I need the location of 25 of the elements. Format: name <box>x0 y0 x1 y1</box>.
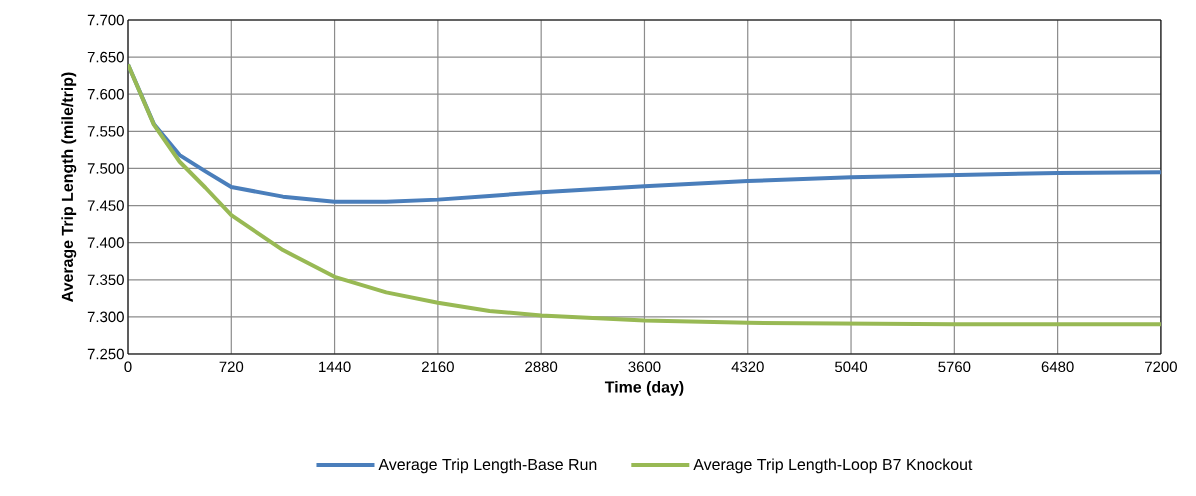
x-tick-label: 2880 <box>525 361 558 373</box>
x-tick-label: 2160 <box>422 361 454 373</box>
x-tick-label: 720 <box>219 361 244 373</box>
y-tick-label: 7.600 <box>87 88 124 100</box>
x-tick-label: 7200 <box>1145 361 1177 373</box>
y-tick-label: 7.500 <box>87 163 124 174</box>
y-tick-label: 7.700 <box>87 14 124 26</box>
x-tick-label: 5040 <box>835 361 868 373</box>
x-axis-title: Time (day) <box>604 380 684 396</box>
y-tick-label: 7.550 <box>87 126 124 137</box>
x-tick-label: 5760 <box>938 361 971 373</box>
y-tick-label: 7.650 <box>87 51 124 63</box>
y-tick-label: 7.400 <box>87 237 124 248</box>
y-tick-label: 7.450 <box>87 200 124 211</box>
y-tick-label: 7.300 <box>87 311 124 323</box>
x-tick-label: 3600 <box>628 361 661 373</box>
y-tick-label: 7.250 <box>87 348 124 360</box>
y-axis-title: Average Trip Length (mile/trip) <box>61 72 77 302</box>
legend-label: Average Trip Length-Loop B7 Knockout <box>693 458 973 474</box>
x-tick-label: 0 <box>124 361 132 373</box>
legend-label: Average Trip Length-Base Run <box>378 458 597 474</box>
x-tick-label: 6480 <box>1041 361 1074 373</box>
x-tick-label: 4320 <box>731 361 764 373</box>
x-tick-label: 1440 <box>319 361 351 373</box>
y-tick-label: 7.350 <box>87 274 124 286</box>
